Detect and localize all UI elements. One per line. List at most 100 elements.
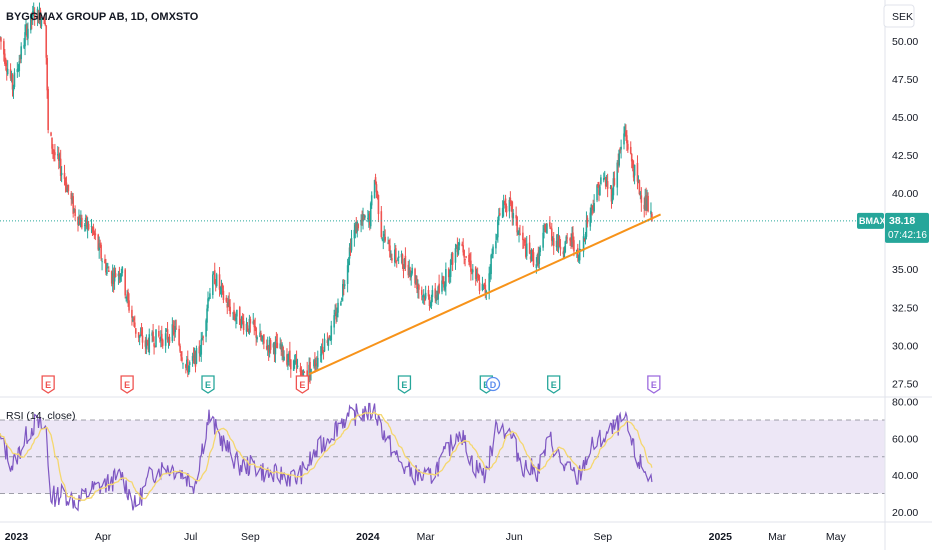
candle-body[interactable]	[181, 357, 183, 361]
candle-body[interactable]	[624, 132, 626, 135]
candle-body[interactable]	[100, 244, 102, 259]
candle-body[interactable]	[306, 370, 308, 376]
candle-body[interactable]	[18, 61, 21, 71]
candle-body[interactable]	[140, 331, 143, 335]
candle-body[interactable]	[454, 248, 457, 263]
candle-body[interactable]	[519, 233, 521, 236]
candle-body[interactable]	[550, 228, 553, 241]
candle-body[interactable]	[524, 240, 526, 243]
candle-body[interactable]	[240, 316, 243, 326]
candle-body[interactable]	[185, 364, 187, 368]
candle-body[interactable]	[84, 217, 87, 223]
candle-body[interactable]	[269, 340, 272, 350]
candle-body[interactable]	[225, 297, 228, 302]
candle-body[interactable]	[645, 195, 647, 211]
candle-body[interactable]	[423, 296, 426, 302]
candle-body[interactable]	[248, 318, 251, 334]
candle-body[interactable]	[549, 222, 551, 227]
candle-body[interactable]	[53, 150, 55, 154]
candle-body[interactable]	[137, 332, 140, 338]
candle-body[interactable]	[154, 345, 156, 347]
candle-body[interactable]	[261, 339, 263, 341]
candle-body[interactable]	[105, 263, 107, 273]
candle-body[interactable]	[246, 325, 249, 330]
earnings-icon[interactable]: E	[41, 375, 55, 394]
candle-body[interactable]	[569, 238, 571, 241]
candle-body[interactable]	[383, 233, 386, 237]
candle-body[interactable]	[327, 338, 330, 346]
candle-body[interactable]	[152, 331, 154, 341]
candle-body[interactable]	[545, 230, 547, 233]
candle-body[interactable]	[362, 214, 364, 221]
trendline-layer[interactable]	[308, 213, 662, 376]
candle-body[interactable]	[395, 260, 398, 262]
candle-body[interactable]	[337, 302, 339, 313]
candle-body[interactable]	[295, 358, 298, 365]
candle-body[interactable]	[582, 236, 585, 252]
candle-body[interactable]	[79, 218, 81, 225]
candle-body[interactable]	[429, 305, 432, 306]
candle-body[interactable]	[600, 177, 602, 185]
candle-body[interactable]	[222, 290, 225, 300]
candle-body[interactable]	[389, 245, 391, 258]
candle-body[interactable]	[503, 200, 506, 202]
candle-body[interactable]	[132, 319, 134, 321]
candle-body[interactable]	[613, 178, 616, 185]
candle-body[interactable]	[334, 313, 336, 314]
candle-body[interactable]	[228, 299, 230, 308]
candle-body[interactable]	[509, 197, 512, 202]
candle-body[interactable]	[631, 160, 634, 169]
candle-body[interactable]	[570, 238, 572, 243]
candle-body[interactable]	[97, 234, 100, 250]
candle-body[interactable]	[119, 274, 122, 280]
candle-body[interactable]	[229, 306, 231, 315]
candle-body[interactable]	[308, 364, 310, 378]
candle-body[interactable]	[117, 273, 120, 277]
candle-body[interactable]	[559, 246, 562, 250]
candle-body[interactable]	[252, 321, 255, 324]
candle-body[interactable]	[609, 187, 612, 189]
candle-body[interactable]	[543, 228, 545, 231]
candle-body[interactable]	[128, 300, 130, 311]
candle-body[interactable]	[387, 242, 389, 244]
candle-body[interactable]	[640, 195, 643, 203]
trendline[interactable]	[308, 213, 662, 376]
candle-body[interactable]	[434, 288, 437, 299]
candle-body[interactable]	[31, 11, 34, 21]
candle-body[interactable]	[310, 368, 312, 373]
candle-body[interactable]	[363, 216, 365, 219]
candle-body[interactable]	[93, 231, 96, 236]
candle-body[interactable]	[202, 336, 204, 338]
candle-body[interactable]	[288, 353, 290, 361]
candle-body[interactable]	[360, 219, 362, 226]
candle-body[interactable]	[637, 179, 640, 182]
candle-body[interactable]	[74, 209, 76, 216]
candle-body[interactable]	[124, 269, 126, 296]
candle-body[interactable]	[564, 241, 567, 253]
candle-body[interactable]	[532, 252, 535, 266]
candle-body[interactable]	[354, 225, 357, 233]
candle-body[interactable]	[45, 25, 48, 58]
candle-body[interactable]	[431, 290, 434, 297]
candle-body[interactable]	[525, 243, 528, 257]
candle-body[interactable]	[388, 239, 390, 244]
candle-body[interactable]	[340, 302, 342, 306]
candle-body[interactable]	[374, 177, 377, 183]
candle-body[interactable]	[160, 336, 162, 341]
candle-body[interactable]	[632, 169, 635, 178]
candle-body[interactable]	[469, 261, 471, 263]
dividend-icon[interactable]: D	[485, 376, 501, 392]
candle-body[interactable]	[422, 294, 425, 298]
candle-body[interactable]	[220, 285, 223, 289]
candle-body[interactable]	[30, 13, 33, 21]
candle-body[interactable]	[437, 286, 439, 300]
candle-body[interactable]	[403, 258, 406, 269]
candle-body[interactable]	[407, 264, 410, 276]
candle-body[interactable]	[577, 257, 580, 261]
candle-body[interactable]	[107, 267, 109, 269]
candle-body[interactable]	[492, 246, 494, 255]
candle-body[interactable]	[630, 153, 633, 162]
candle-body[interactable]	[599, 186, 601, 196]
candle-body[interactable]	[37, 10, 40, 24]
candle-body[interactable]	[111, 273, 114, 284]
